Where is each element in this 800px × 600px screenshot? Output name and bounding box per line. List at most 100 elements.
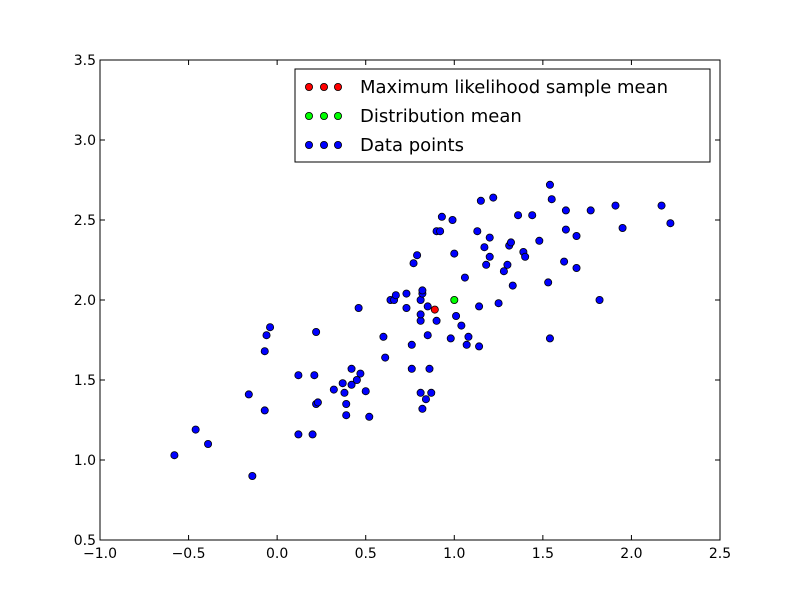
- data-points-point: [416, 310, 425, 319]
- data-points-point: [506, 238, 515, 247]
- data-points-point: [446, 334, 455, 343]
- data-points-point: [260, 347, 269, 356]
- data-points-point: [448, 215, 457, 224]
- data-points-point: [312, 327, 321, 336]
- x-tick-label: 0.5: [355, 546, 377, 562]
- x-tick-label: 1.0: [443, 546, 465, 562]
- data-points-point: [561, 206, 570, 215]
- data-points-layer: [170, 180, 675, 480]
- axis-tick-labels: −1.0 −0.5 0.0 0.5 1.0 1.5 2.0 2.5 0.5 1.0 1.5 2.0 2.…: [74, 53, 731, 562]
- data-points-point: [204, 439, 213, 448]
- data-points-point: [473, 227, 482, 236]
- y-tick-label: 1.5: [74, 373, 96, 389]
- data-points-point: [294, 430, 303, 439]
- data-points-point: [436, 227, 445, 236]
- data-points-point: [342, 399, 351, 408]
- legend-marker: [319, 140, 328, 149]
- data-points-point: [572, 263, 581, 272]
- y-tick-label: 3.5: [74, 53, 96, 69]
- legend-marker: [319, 112, 328, 121]
- data-points-point: [423, 302, 432, 311]
- distribution-mean-point: [450, 295, 459, 304]
- data-points-point: [416, 388, 425, 397]
- y-tick-label: 2.5: [74, 213, 96, 229]
- data-points-point: [347, 380, 356, 389]
- data-points-point: [418, 286, 427, 295]
- y-tick-label: 1.0: [74, 453, 96, 469]
- data-points-point: [545, 180, 554, 189]
- data-points-point: [457, 321, 466, 330]
- data-points-point: [244, 390, 253, 399]
- data-points-point: [560, 257, 569, 266]
- data-points-point: [528, 211, 537, 220]
- data-points-point: [657, 201, 666, 210]
- data-points-point: [342, 411, 351, 420]
- legend: Maximum likelihood sample mean Distribut…: [294, 68, 711, 163]
- legend-label-distribution-mean: Distribution mean: [360, 106, 522, 127]
- data-points-point: [508, 281, 517, 290]
- data-points-point: [407, 340, 416, 349]
- data-points-point: [514, 211, 523, 220]
- data-points-point: [611, 201, 620, 210]
- data-points-point: [535, 236, 544, 245]
- data-points-point: [294, 371, 303, 380]
- data-points-point: [476, 196, 485, 205]
- data-points-point: [427, 388, 436, 397]
- data-points-point: [402, 303, 411, 312]
- data-points-point: [381, 353, 390, 362]
- legend-box: [294, 68, 711, 163]
- data-points-point: [170, 451, 179, 460]
- x-tick-label: 0.0: [266, 546, 288, 562]
- data-points-point: [409, 259, 418, 268]
- data-points-point: [666, 219, 675, 228]
- data-points-point: [379, 332, 388, 341]
- data-points-point: [391, 291, 400, 300]
- data-points-point: [475, 342, 484, 351]
- x-tick-label: −0.5: [172, 546, 206, 562]
- y-tick-label: 2.0: [74, 293, 96, 309]
- plot-frame: [99, 59, 721, 541]
- data-points-point: [191, 425, 200, 434]
- data-points-point: [423, 331, 432, 340]
- data-points-point: [561, 225, 570, 234]
- data-points-point: [452, 311, 461, 320]
- y-tick-label: 3.0: [74, 133, 96, 149]
- data-points-point: [499, 267, 508, 276]
- data-points-point: [352, 375, 361, 384]
- legend-marker: [304, 140, 313, 149]
- data-points-point: [421, 395, 430, 404]
- x-tick-label: 2.5: [709, 546, 731, 562]
- data-points-point: [432, 316, 441, 325]
- data-points-point: [262, 331, 271, 340]
- legend-marker: [319, 83, 328, 92]
- data-points-point: [494, 299, 503, 308]
- data-points-point: [547, 195, 556, 204]
- data-points-point: [462, 340, 471, 349]
- data-points-point: [356, 369, 365, 378]
- legend-marker: [333, 140, 342, 149]
- data-points-point: [480, 243, 489, 252]
- data-points-point: [544, 278, 553, 287]
- x-tick-label: −1.0: [83, 546, 117, 562]
- data-points-point: [460, 273, 469, 282]
- legend-marker: [304, 112, 313, 121]
- data-points-point: [521, 252, 530, 261]
- maximum-likelihood-sample-mean-point: [430, 305, 439, 314]
- legend-label-data-points: Data points: [360, 135, 464, 156]
- data-points-point: [545, 334, 554, 343]
- data-points-point: [361, 387, 370, 396]
- data-points-point: [248, 471, 257, 480]
- data-points-point: [482, 260, 491, 269]
- data-points-point: [586, 206, 595, 215]
- data-points-point: [485, 233, 494, 242]
- x-tick-label: 2.0: [620, 546, 642, 562]
- data-points-point: [354, 303, 363, 312]
- y-tick-label: 0.5: [74, 533, 96, 549]
- data-points-point: [450, 249, 459, 258]
- data-points-point: [338, 379, 347, 388]
- data-points-point: [618, 223, 627, 232]
- data-points-point: [347, 364, 356, 373]
- legend-label-ml-sample-mean: Maximum likelihood sample mean: [360, 77, 668, 98]
- data-points-point: [425, 364, 434, 373]
- data-points-point: [329, 385, 338, 394]
